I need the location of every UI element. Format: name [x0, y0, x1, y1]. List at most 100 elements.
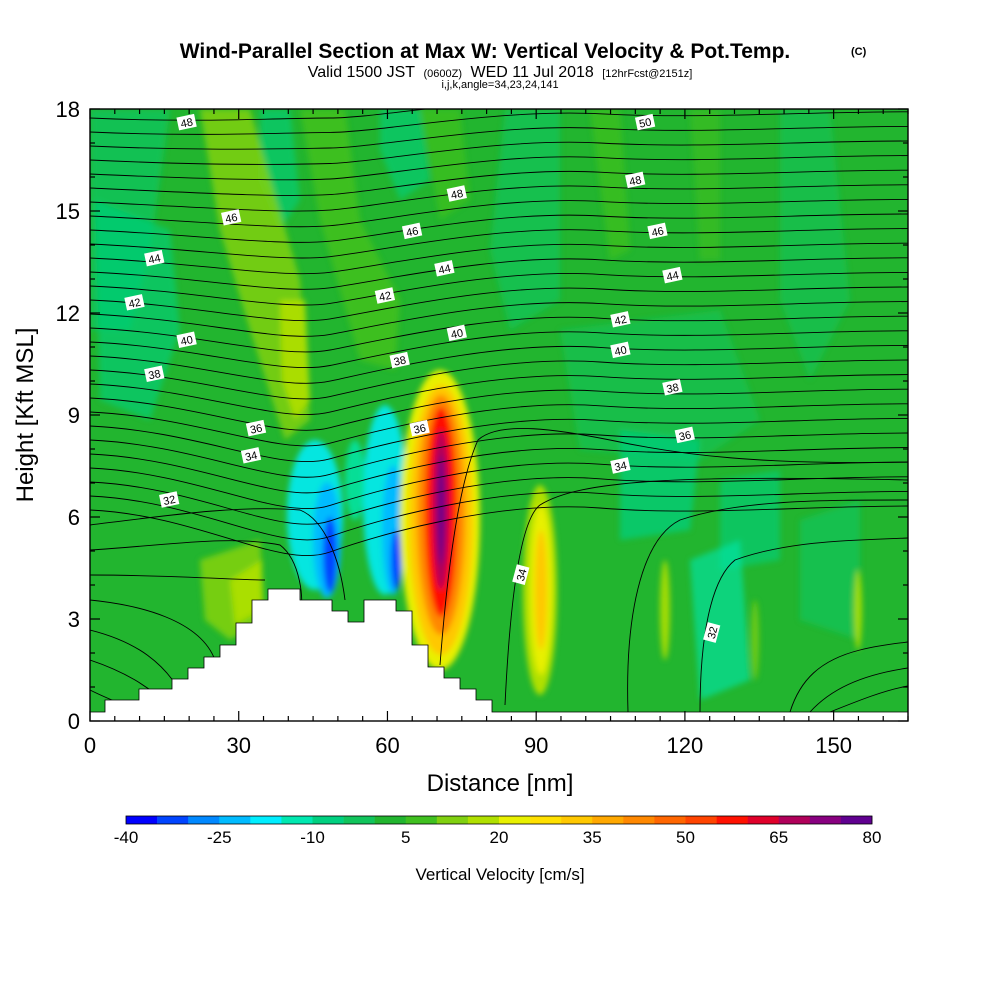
colorbar-swatch — [809, 816, 842, 824]
contour-label: 46 — [221, 209, 242, 226]
colorbar-swatch — [312, 816, 344, 824]
theta-contour-line — [90, 330, 908, 369]
colorbar: -40 -25 -10 5 20 35 50 65 80 — [114, 815, 881, 847]
contour-label: 48 — [625, 171, 646, 189]
subtitle-run: [12hrFcst@2151z] — [602, 68, 692, 80]
contour-label: 32 — [159, 491, 180, 508]
contour-label: 44 — [434, 260, 455, 277]
colorbar-tick-label: 20 — [490, 828, 509, 847]
contour-label: 50 — [634, 113, 656, 131]
theta-contour-line — [90, 109, 430, 121]
colorbar-swatch — [530, 816, 562, 824]
contour-label: 48 — [446, 185, 467, 202]
theta-contour-line — [90, 505, 908, 556]
colorbar-swatch — [747, 816, 780, 824]
contour-label-text: 44 — [665, 269, 679, 283]
colorbar-swatch — [561, 816, 593, 824]
contour-label: 40 — [446, 324, 467, 342]
chart-title-mark: (C) — [851, 46, 867, 58]
contour-label-text: 32 — [706, 625, 721, 640]
contour-label: 34 — [240, 447, 262, 464]
y-tick-label: 12 — [56, 301, 80, 326]
contour-label-text: 36 — [413, 422, 427, 436]
terrain — [90, 588, 908, 721]
contour-label-text: 46 — [224, 212, 238, 226]
x-tick-label: 60 — [375, 733, 399, 758]
contour-label-text: 46 — [405, 225, 419, 239]
contour-label: 48 — [176, 113, 197, 131]
theta-contour-line — [90, 301, 908, 337]
colorbar-title: Vertical Velocity [cm/s] — [415, 865, 584, 884]
colorbar-tick-label: -40 — [114, 828, 139, 847]
contour-label-text: 38 — [665, 382, 679, 396]
theta-contour-line — [90, 155, 908, 181]
theta-contour-line — [90, 490, 908, 541]
contour-label-text: 48 — [450, 188, 464, 202]
colorbar-swatch — [467, 816, 500, 824]
contour-label: 40 — [176, 331, 197, 348]
colorbar-swatch — [281, 816, 313, 824]
contour-label: 40 — [610, 341, 631, 359]
colorbar-swatch — [188, 816, 220, 824]
colorbar-tick-label: 50 — [676, 828, 695, 847]
theta-contour-line — [90, 257, 908, 290]
y-tick-label: 15 — [56, 199, 80, 224]
theta-contour-line — [90, 388, 908, 431]
theta-contour-line — [90, 140, 908, 165]
contour-label-text: 42 — [613, 314, 627, 328]
contour-label: 34 — [512, 564, 530, 586]
contour-label: 36 — [674, 426, 695, 444]
colorbar-tick-label: -10 — [300, 828, 325, 847]
colorbar-swatch — [436, 816, 469, 824]
theta-contour-line — [90, 417, 908, 463]
theta-contour-line — [90, 111, 908, 135]
colorbar-frame — [125, 815, 873, 825]
contour-label: 34 — [610, 457, 631, 474]
contour-label-text: 50 — [638, 116, 652, 130]
theta-contour-line — [90, 228, 908, 259]
theta-contour-line — [90, 286, 908, 322]
colorbar-swatch — [405, 816, 438, 824]
contour-label: 42 — [374, 287, 396, 304]
x-tick-label: 120 — [667, 733, 704, 758]
contour-labels: 48 50 48 48 46 46 46 44 44 44 42 42 42 40 40 40 38 38 38 36… — [124, 113, 721, 643]
theta-contours-lower — [90, 428, 908, 713]
colorbar-tick-label: 35 — [583, 828, 602, 847]
theta-contour-line — [90, 476, 908, 525]
field-features — [90, 109, 862, 700]
y-tick-label: 18 — [56, 97, 80, 122]
colorbar-swatch — [157, 816, 189, 824]
y-tick-label: 6 — [68, 505, 80, 530]
contour-label: 42 — [610, 311, 631, 328]
theta-contour-line — [90, 242, 908, 275]
contour-label-text: 48 — [628, 174, 642, 188]
colorbar-swatch — [685, 816, 717, 824]
y-tick-label: 9 — [68, 403, 80, 428]
contour-label: 44 — [144, 249, 165, 267]
contour-label: 36 — [245, 419, 267, 437]
contour-label-text: 38 — [393, 354, 407, 368]
y-tick-label: 3 — [68, 607, 80, 632]
contour-label-text: 34 — [515, 568, 530, 583]
chart-subtitle2: i,j,k,angle=34,23,24,141 — [441, 79, 558, 91]
colorbar-swatch — [778, 816, 811, 824]
contour-label-text: 44 — [147, 252, 161, 266]
subtitle-prefix: Valid 1500 JST — [308, 64, 416, 81]
contour-label-text: 42 — [128, 297, 142, 311]
contour-label-text: 44 — [437, 263, 451, 277]
subtitle-date: WED 11 Jul 2018 — [470, 64, 593, 81]
colorbar-swatch — [840, 816, 873, 824]
theta-contour-line — [90, 271, 908, 306]
contour-label-text: 36 — [249, 422, 263, 436]
colorbar-swatch — [623, 816, 655, 824]
colorbar-tick-label: 65 — [769, 828, 788, 847]
theta-contour-line — [90, 374, 908, 416]
theta-contour-line — [90, 213, 908, 243]
contour-label-text: 40 — [613, 344, 627, 358]
contour-label-text: 34 — [613, 460, 627, 474]
colorbar-swatch — [499, 816, 531, 824]
chart-title: Wind-Parallel Section at Max W: Vertical… — [180, 40, 791, 63]
contour-label: 38 — [389, 351, 410, 369]
contour-label-text: 40 — [450, 327, 464, 341]
